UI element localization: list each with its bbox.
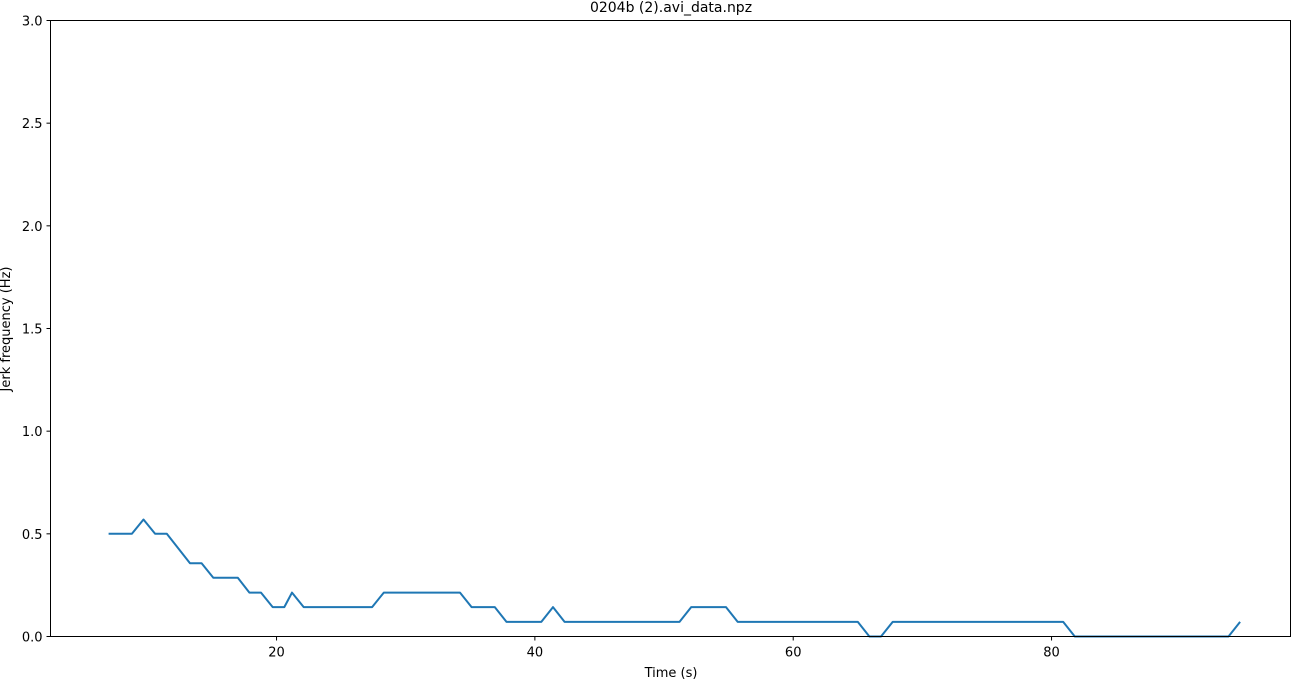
y-tick-label: 2.5 (22, 117, 43, 132)
y-tick-label: 0.5 (22, 528, 43, 543)
x-tick-label: 60 (785, 646, 802, 661)
x-tick-label: 40 (527, 646, 544, 661)
y-tick-label: 3.0 (22, 15, 43, 30)
y-tick-label: 0.0 (22, 631, 43, 646)
x-tick-label: 80 (1043, 646, 1060, 661)
axis-ticks: 20 40 60 80 0.0 0.5 1.0 1.5 2.0 2.5 3.0 (22, 15, 1060, 661)
x-axis-label: Time (s) (644, 666, 698, 679)
y-tick-label: 1.5 (22, 323, 43, 338)
chart-title: 0204b (2).avi_data.npz (590, 0, 752, 16)
y-axis-label: Jerk frequency (Hz) (0, 267, 14, 393)
x-tick-label: 20 (268, 646, 285, 661)
y-tick-label: 1.0 (22, 425, 43, 440)
y-tick-label: 2.0 (22, 220, 43, 235)
